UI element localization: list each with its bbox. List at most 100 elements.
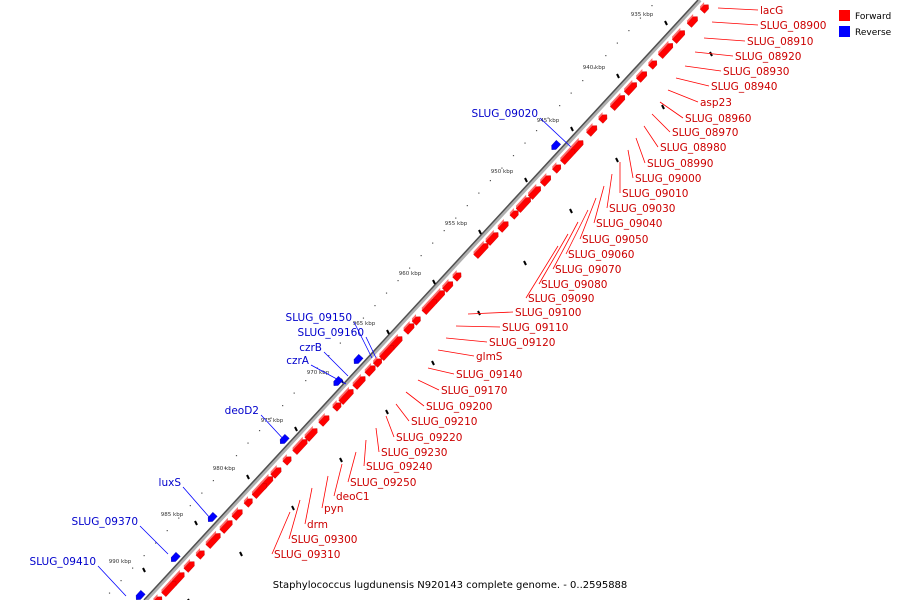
tick-dot — [374, 305, 376, 307]
forward-leader-line — [694, 51, 734, 57]
tick-mark — [523, 260, 527, 266]
tick-mark — [385, 409, 389, 415]
forward-leader-line — [455, 325, 501, 328]
tick-dot — [512, 155, 515, 157]
forward-gene-top — [332, 400, 337, 408]
tick-mark — [194, 520, 198, 526]
tick-label: 965 kbp — [353, 321, 376, 327]
tick-dot — [305, 380, 307, 382]
tick-dot — [201, 492, 203, 494]
forward-gene-label: SLUG_09010 — [622, 188, 688, 200]
reverse-leader-line — [323, 351, 349, 377]
forward-gene-top — [373, 356, 378, 364]
forward-gene-top — [243, 496, 249, 504]
forward-gene-label: SLUG_09040 — [596, 218, 662, 230]
reverse-gene-label: deoD2 — [225, 405, 259, 417]
reverse-gene — [135, 589, 146, 600]
tick-dot — [397, 280, 399, 282]
tick-dot — [616, 42, 618, 44]
forward-gene — [205, 533, 221, 549]
forward-gene-label: SLUG_09300 — [291, 534, 357, 546]
gene-labels: lacG SLUG_08900 SLUG_08910 SLUG_08920 SLUG_0… — [30, 5, 827, 568]
forward-gene — [352, 376, 366, 390]
forward-gene-label: SLUG_08970 — [672, 127, 738, 139]
forward-gene — [560, 149, 576, 165]
tick-mark — [431, 360, 435, 366]
forward-gene-top — [636, 68, 643, 79]
reverse-gene-label: SLUG_09410 — [30, 556, 96, 568]
forward-leader-line — [395, 403, 410, 422]
reverse-gene-label: SLUG_09160 — [298, 327, 364, 339]
forward-gene-label: SLUG_09170 — [441, 385, 507, 397]
forward-gene-label: SLUG_09200 — [426, 401, 492, 413]
tick-dot — [432, 242, 434, 244]
forward-gene-label: SLUG_09250 — [350, 477, 416, 489]
forward-gene — [195, 550, 205, 560]
tick-dot — [651, 5, 653, 7]
forward-gene — [183, 561, 195, 573]
legend-reverse-swatch — [839, 26, 850, 37]
forward-gene-top — [485, 229, 494, 242]
tick-dot — [466, 205, 468, 207]
forward-gene-label: SLUG_08930 — [723, 66, 789, 78]
forward-gene — [372, 358, 382, 368]
forward-gene-top — [282, 454, 287, 462]
forward-gene-top — [389, 333, 398, 346]
forward-gene — [586, 125, 598, 137]
forward-gene-top — [497, 218, 504, 229]
tick-dot — [189, 505, 191, 507]
forward-leader-line — [271, 511, 291, 555]
tick-dot — [409, 267, 411, 269]
forward-gene — [609, 95, 626, 111]
tick-label: 950 kbp — [491, 169, 514, 175]
forward-gene — [219, 520, 233, 534]
forward-gene — [515, 197, 531, 213]
reverse-gene-label: czrA — [286, 355, 310, 367]
tick-mark — [478, 229, 482, 235]
tick-label: 970 kbp — [307, 370, 330, 376]
forward-gene-top — [540, 172, 547, 183]
forward-gene-label: SLUG_08980 — [660, 142, 726, 154]
forward-gene — [636, 71, 648, 83]
tick-mark — [615, 157, 619, 163]
forward-gene-label: SLUG_09050 — [582, 234, 648, 246]
tick-dot — [362, 317, 365, 319]
forward-leader-line — [593, 185, 605, 224]
reverse-gene-label: SLUG_09150 — [286, 312, 352, 324]
tick-mark — [246, 474, 250, 480]
tick-dot — [570, 92, 572, 94]
tick-dot — [293, 392, 295, 394]
reverse-leader-line — [139, 525, 169, 555]
tick-mark — [661, 104, 665, 110]
tick-dot — [166, 530, 168, 532]
tick-mark — [386, 329, 390, 335]
forward-gene-label: SLUG_09310 — [274, 549, 340, 561]
forward-gene — [473, 243, 489, 259]
forward-leader-line — [288, 499, 301, 540]
forward-gene — [485, 232, 499, 246]
reverse-gene-label: czrB — [299, 342, 322, 354]
tick-dot — [132, 567, 134, 569]
tick-dot — [385, 292, 388, 294]
forward-gene-top — [231, 506, 238, 517]
tick-mark — [291, 505, 295, 511]
forward-gene-label: SLUG_09110 — [502, 322, 568, 334]
forward-gene — [338, 389, 354, 405]
forward-gene — [364, 365, 376, 377]
tick-dot — [628, 30, 630, 32]
forward-gene-top — [304, 425, 313, 438]
forward-gene-label: SLUG_09220 — [396, 432, 462, 444]
reverse-gene — [207, 511, 218, 522]
forward-gene — [251, 483, 267, 499]
forward-gene-top — [473, 240, 484, 255]
legend-forward-label: Forward — [855, 12, 891, 22]
tick-label: 935 kbp — [631, 12, 654, 18]
forward-gene-label: SLUG_09000 — [635, 173, 701, 185]
forward-gene-top — [270, 464, 277, 475]
forward-gene-top — [699, 2, 705, 10]
forward-gene — [671, 30, 685, 44]
forward-gene — [318, 415, 330, 427]
forward-leader-line — [635, 137, 646, 164]
tick-dot — [547, 117, 549, 119]
